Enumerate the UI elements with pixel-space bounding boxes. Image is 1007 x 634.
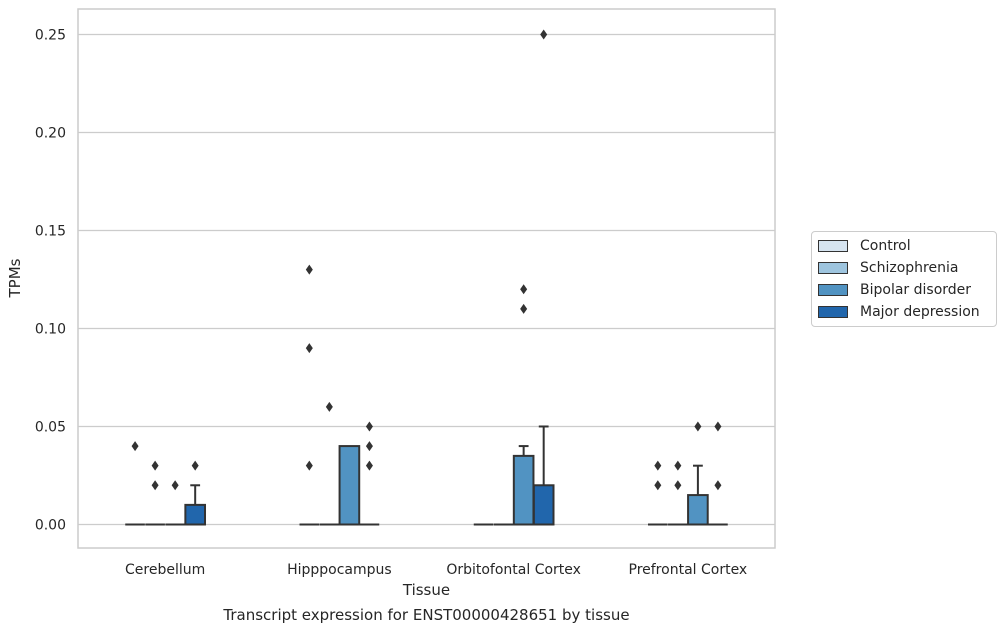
box-group	[145, 460, 165, 526]
grid-lines	[78, 33, 775, 526]
y-tick-label: 0.25	[35, 27, 66, 43]
legend-item-schizophrenia: Schizophrenia	[818, 258, 958, 278]
outlier-point	[540, 29, 548, 40]
outlier-point	[151, 460, 159, 471]
outlier-point	[305, 264, 313, 275]
box-marks	[125, 29, 728, 526]
legend-item-major-depression: Major depression	[818, 302, 980, 322]
outlier-point	[191, 460, 199, 471]
legend-label-major-depression: Major depression	[860, 304, 980, 320]
y-tick-labels: 0.00 0.05 0.10 0.15 0.20 0.25	[35, 27, 66, 533]
outlier-point	[714, 421, 722, 432]
y-tick-label: 0.05	[35, 419, 66, 435]
outlier-point	[131, 441, 139, 452]
outlier-point	[654, 460, 662, 471]
legend-swatch-control	[818, 240, 848, 252]
box	[687, 494, 709, 526]
box	[338, 445, 361, 526]
outlier-point	[305, 343, 313, 354]
outlier-point	[674, 460, 682, 471]
box-group	[647, 460, 668, 526]
outlier-point	[325, 401, 333, 412]
box-group	[512, 284, 535, 526]
outlier-point	[365, 441, 373, 452]
box	[184, 503, 207, 526]
legend-label-control: Control	[860, 238, 911, 254]
box-group	[319, 401, 340, 526]
box-group	[165, 480, 185, 526]
box-group	[338, 445, 361, 526]
x-tick-label: Prefrontal Cortex	[629, 562, 748, 578]
legend-item-bipolar-disorder: Bipolar disorder	[818, 280, 971, 300]
legend-label-bipolar-disorder: Bipolar disorder	[860, 282, 972, 298]
x-tick-label: Orbitofontal Cortex	[446, 562, 581, 578]
outlier-point	[171, 480, 179, 491]
box	[532, 484, 555, 526]
y-axis-label: TPMs	[6, 258, 24, 298]
x-tick-labels: Cerebellum Hipppocampus Orbitofontal Corte…	[125, 562, 747, 578]
y-tick-label: 0.10	[35, 321, 66, 337]
y-tick-label: 0.15	[35, 223, 66, 239]
outlier-point	[305, 460, 313, 471]
x-tick-label: Hipppocampus	[287, 562, 392, 578]
legend-swatch-schizophrenia	[818, 262, 848, 274]
outlier-point	[674, 480, 682, 491]
box-group	[359, 421, 380, 526]
box	[512, 454, 535, 526]
y-tick-label: 0.20	[35, 125, 66, 141]
box-group	[708, 421, 728, 526]
box-group	[532, 29, 555, 526]
x-axis-label: Tissue	[402, 581, 450, 599]
box-group	[687, 421, 709, 526]
legend-swatch-bipolar-disorder	[818, 284, 848, 296]
outlier-point	[714, 480, 722, 491]
outlier-point	[520, 284, 528, 295]
outlier-point	[365, 421, 373, 432]
box-group	[125, 441, 145, 526]
legend-item-control: Control	[818, 236, 911, 256]
plot-frame	[77, 8, 776, 549]
outlier-point	[654, 480, 662, 491]
y-tick-label: 0.00	[35, 517, 66, 533]
box-group	[184, 460, 207, 526]
box-group	[299, 264, 320, 526]
outlier-point	[151, 480, 159, 491]
chart-caption: Transcript expression for ENST0000042865…	[223, 606, 630, 624]
outlier-point	[365, 460, 373, 471]
legend: Control Schizophrenia Bipolar disorder M…	[811, 231, 997, 327]
legend-label-schizophrenia: Schizophrenia	[860, 260, 959, 276]
legend-swatch-major-depression	[818, 306, 848, 318]
outlier-point	[520, 303, 528, 314]
box-group	[668, 460, 688, 526]
x-tick-label: Cerebellum	[125, 562, 205, 578]
outlier-point	[694, 421, 702, 432]
